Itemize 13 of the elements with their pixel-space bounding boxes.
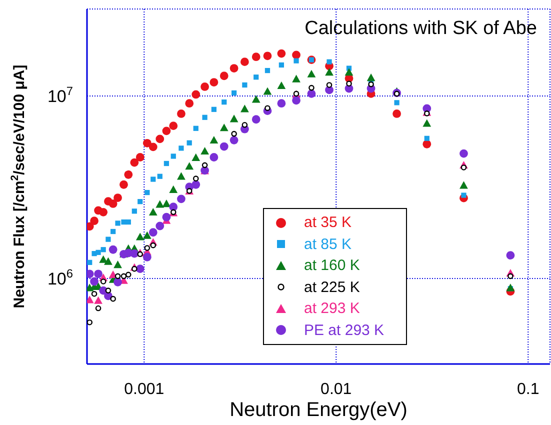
x-tick-label: 0.001	[124, 381, 164, 398]
legend-label: at 85 K	[304, 236, 352, 253]
legend-label: at 293 K	[304, 300, 360, 318]
y-tick-label: 10$^{6}$	[47, 266, 74, 289]
text: Calculations with SK of Abe	[304, 18, 537, 39]
legend-label: at 35 K	[304, 214, 352, 232]
legend-label: PE at 293 K	[304, 322, 384, 339]
legend-label: at 160 K	[304, 257, 360, 274]
legend-label: at 225 K	[304, 278, 360, 296]
y-tick-label: 10$^{7}$	[47, 84, 74, 106]
x-axis-title: Neutron Energy(eV)	[230, 399, 408, 421]
x-tick-label: 0.1	[517, 381, 540, 398]
x-tick-label: 0.01	[320, 381, 352, 398]
